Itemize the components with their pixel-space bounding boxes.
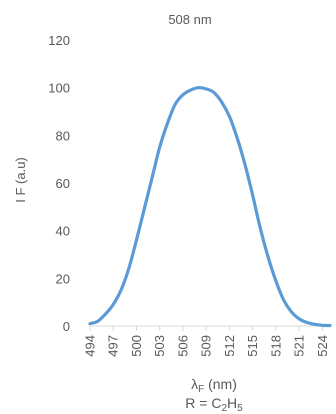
y-tick-label: 100 bbox=[48, 81, 70, 96]
x-axis-label-subscript: F bbox=[198, 384, 204, 395]
x-tick-label: 512 bbox=[222, 335, 237, 357]
y-tick-label: 120 bbox=[48, 33, 70, 48]
x-tick-label: 500 bbox=[129, 335, 144, 357]
y-tick-label: 0 bbox=[63, 319, 70, 334]
x-tick-label: 518 bbox=[268, 335, 283, 357]
caption-prefix: R = C bbox=[185, 395, 221, 411]
x-tick-label: 521 bbox=[292, 335, 307, 357]
y-axis-ticks: 0 20 40 60 80 100 120 bbox=[48, 33, 70, 334]
chart-caption: R = C2H5 bbox=[185, 395, 243, 414]
series-line bbox=[88, 86, 332, 328]
y-axis-label: I F (a.u) bbox=[13, 157, 28, 203]
caption-subscript-1: 2 bbox=[221, 403, 227, 414]
caption-subscript-2: 5 bbox=[237, 403, 243, 414]
y-tick-label: 60 bbox=[56, 176, 70, 191]
x-tick-label: 506 bbox=[175, 335, 190, 357]
chart-title: 508 nm bbox=[168, 12, 211, 27]
caption-mid: H bbox=[227, 395, 237, 411]
x-tick-label: 494 bbox=[83, 335, 98, 357]
x-axis-label-unit: (nm) bbox=[204, 376, 237, 392]
x-axis-label-symbol: λ bbox=[191, 376, 198, 392]
x-axis-ticks: 494 497 500 503 506 509 512 515 518 521 524 bbox=[83, 326, 330, 357]
x-tick-label: 515 bbox=[245, 335, 260, 357]
y-tick-label: 20 bbox=[56, 271, 70, 286]
x-tick-label: 524 bbox=[315, 335, 330, 357]
x-tick-label: 497 bbox=[106, 335, 121, 357]
y-tick-label: 80 bbox=[56, 128, 70, 143]
x-axis-label: λF (nm) bbox=[191, 376, 237, 395]
x-tick-label: 509 bbox=[199, 335, 214, 357]
y-tick-label: 40 bbox=[56, 224, 70, 239]
x-tick-label: 503 bbox=[152, 335, 167, 357]
